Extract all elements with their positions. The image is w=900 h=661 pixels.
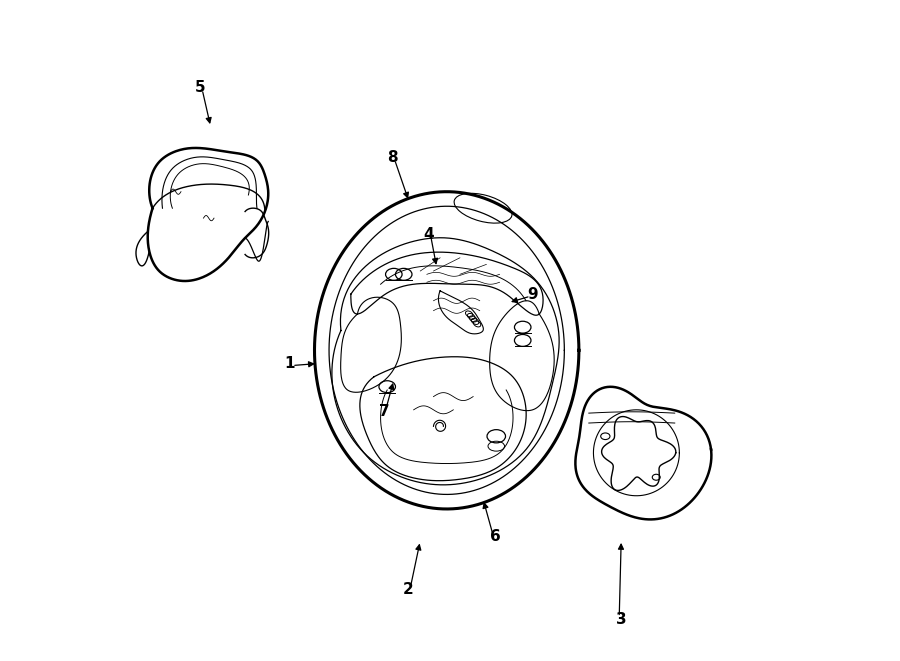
Text: 5: 5	[194, 80, 205, 95]
Text: 1: 1	[284, 356, 295, 371]
Text: 7: 7	[379, 404, 389, 418]
Text: 9: 9	[527, 287, 538, 301]
Text: 6: 6	[490, 529, 500, 544]
Text: 8: 8	[387, 150, 398, 165]
Text: 3: 3	[616, 612, 626, 627]
Text: 2: 2	[403, 582, 414, 597]
Text: 4: 4	[424, 227, 434, 242]
